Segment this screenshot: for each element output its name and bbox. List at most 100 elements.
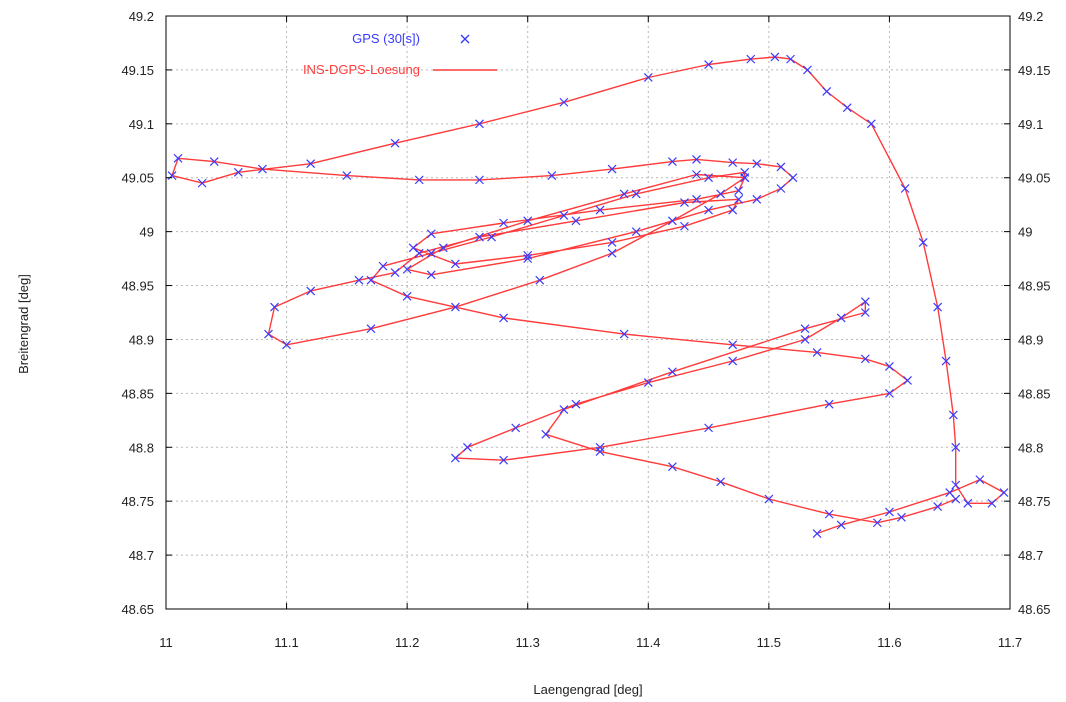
y-tick-label-left: 49.05: [121, 171, 154, 186]
gps-point: [885, 388, 894, 398]
gps-point: [197, 178, 207, 188]
gps-point: [987, 498, 997, 508]
gps-point: [643, 73, 653, 82]
gps-point: [167, 171, 177, 180]
gps-point: [426, 248, 436, 258]
tick-marks: [165, 15, 1011, 610]
series-points-gps: [167, 52, 1009, 538]
gps-point: [728, 356, 738, 366]
x-tick-label: 11.1: [274, 635, 298, 650]
gps-point: [933, 502, 943, 511]
gps-point: [822, 87, 832, 96]
gps-point: [643, 378, 653, 388]
y-tick-label-right: 49.2: [1018, 9, 1043, 24]
gps-point: [963, 498, 973, 508]
gps-point: [728, 205, 738, 215]
gps-point: [270, 302, 279, 312]
gps-point: [860, 308, 870, 317]
y-axis-title: Breitengrad [deg]: [16, 274, 31, 374]
gps-point: [860, 354, 870, 364]
gps-point: [734, 194, 744, 204]
gps-point: [728, 340, 738, 350]
gps-point: [941, 356, 951, 366]
gps-point: [770, 52, 780, 62]
gps-point: [607, 248, 617, 258]
gps-point: [438, 243, 448, 253]
x-tick-labels: 11 11.1 11.2 11.3 11.4 11.5 11.6 11.7: [159, 635, 1022, 650]
gps-point: [390, 138, 400, 148]
gps-point: [692, 170, 701, 179]
gps-point: [499, 218, 509, 228]
gps-point: [499, 313, 509, 323]
gps-point: [559, 405, 569, 414]
gps-point: [667, 216, 677, 226]
gps-point: [667, 157, 677, 166]
gps-point: [414, 248, 424, 258]
gps-point: [173, 153, 183, 163]
gps-point: [975, 475, 985, 485]
gps-point: [812, 529, 822, 538]
gps-point: [366, 275, 376, 285]
gps-point: [535, 275, 545, 285]
gps-point: [571, 216, 581, 226]
gps-point: [903, 376, 912, 385]
gps-point: [692, 154, 701, 164]
gps-point: [463, 442, 472, 452]
gps-point: [872, 518, 882, 528]
gps-point: [487, 232, 496, 242]
gps-point: [716, 477, 726, 487]
gps-point: [680, 198, 689, 207]
gps-point: [897, 512, 906, 522]
gps-point: [842, 103, 852, 113]
y-tick-label-left: 48.95: [121, 279, 154, 294]
gps-point: [233, 167, 243, 177]
gps-point: [523, 216, 533, 226]
gps-point: [607, 164, 617, 174]
y-tick-label-right: 48.85: [1018, 386, 1051, 401]
gps-point: [704, 205, 713, 215]
gps-point: [800, 324, 810, 334]
y-tick-label-right: 49: [1018, 225, 1032, 240]
gps-point: [752, 194, 762, 204]
gps-point: [800, 335, 810, 344]
gps-point: [824, 399, 834, 409]
gps-point: [860, 297, 870, 307]
gps-point: [680, 221, 689, 231]
gps-point: [716, 189, 726, 199]
y-tick-label-left: 49.15: [121, 63, 154, 78]
gps-point: [933, 302, 943, 312]
y-tick-labels-left: 48.65 48.7 48.75 48.8 48.85 48.9 48.95 49 49.05 4…: [121, 9, 154, 617]
gps-point: [511, 423, 521, 433]
gps-point: [541, 429, 551, 439]
y-tick-label-left: 49.2: [129, 9, 154, 24]
gps-point: [667, 462, 677, 472]
y-tick-label-left: 48.65: [121, 602, 154, 617]
gps-point: [631, 189, 641, 199]
gps-point: [402, 291, 412, 301]
gps-point: [450, 453, 460, 463]
gps-point: [282, 340, 291, 350]
x-axis-title: Laengengrad [deg]: [533, 682, 642, 697]
y-tick-labels-right: 48.65 48.7 48.75 48.8 48.85 48.9 48.95 49 49.05 4…: [1018, 9, 1051, 617]
gps-point: [812, 347, 822, 357]
y-tick-label-right: 49.05: [1018, 171, 1051, 186]
gps-point: [475, 232, 484, 242]
legend-label-gps: GPS (30[s]): [352, 31, 420, 46]
y-tick-label-left: 48.75: [121, 494, 154, 509]
gps-point: [607, 237, 617, 247]
gps-point: [836, 520, 846, 530]
gps-point: [258, 164, 267, 174]
gps-point: [836, 313, 846, 323]
x-tick-label: 11.3: [516, 635, 540, 650]
series-line-ins-dgps: [171, 56, 1005, 535]
x-tick-label: 11.7: [998, 635, 1022, 650]
gps-point: [746, 54, 756, 64]
gps-point: [951, 480, 961, 490]
gps-point: [631, 227, 641, 237]
y-tick-label-right: 48.95: [1018, 279, 1051, 294]
gps-point: [692, 194, 701, 204]
gps-point: [264, 329, 273, 339]
gps-point: [803, 65, 812, 75]
